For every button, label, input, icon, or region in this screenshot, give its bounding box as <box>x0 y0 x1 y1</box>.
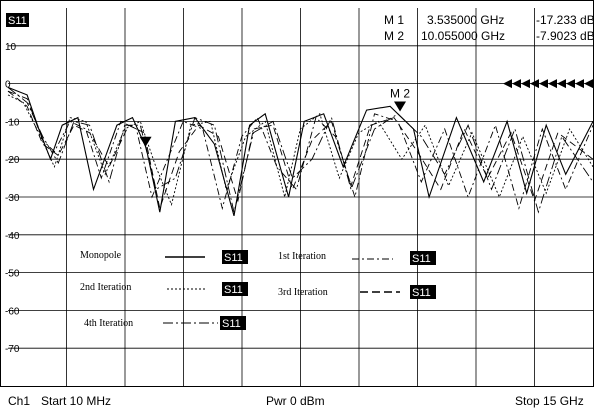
marker-2-value: -7.9023 dB <box>536 29 594 43</box>
reference-arrow <box>503 79 512 89</box>
marker-readout: M 1 3.535000 GHz -17.233 dB M 2 10.05500… <box>384 13 594 43</box>
y-tick-label: -10 <box>5 117 20 128</box>
trace-2nd-iteration <box>7 94 594 207</box>
y-tick-labels: 10 0 -10 -20 -30 -40 -50 -60 -70 <box>5 42 20 355</box>
trace-monopole <box>7 86 594 217</box>
legend-badge-4th-iteration-text: S11 <box>222 318 241 330</box>
y-tick-label: -50 <box>5 269 20 280</box>
legend-badge-1st-iteration <box>410 251 436 265</box>
y-tick-label: -60 <box>5 306 20 317</box>
y-tick-label: 0 <box>5 80 11 91</box>
marker-1-freq: 3.535000 GHz <box>427 13 504 27</box>
legend-label-4th-iteration: 4th Iteration <box>84 318 133 329</box>
reference-arrow <box>548 79 557 89</box>
channel-badge <box>6 13 29 27</box>
footer-stop: Stop 15 GHz <box>515 394 584 408</box>
reference-arrow <box>566 79 575 89</box>
y-tick-label: -30 <box>5 193 20 204</box>
footer-bar: Ch1 Start 10 MHz Pwr 0 dBm Stop 15 GHz <box>8 394 584 408</box>
legend-badge-monopole <box>222 250 248 264</box>
reference-arrow <box>584 79 593 89</box>
marker-1-label: M 1 <box>384 13 404 27</box>
trace-4th-iteration <box>7 87 594 214</box>
marker-2-freq: 10.055000 GHz <box>421 29 505 43</box>
marker-2-label: M 2 <box>384 29 404 43</box>
legend-label-2nd-iteration: 2nd Iteration <box>80 282 131 293</box>
legend-badge-monopole-text: S11 <box>224 252 243 264</box>
legend-badge-3rd-iteration <box>410 285 436 299</box>
legend-badge-1st-iteration-text: S11 <box>412 253 431 265</box>
legend-badge-4th-iteration <box>220 316 246 330</box>
legend-label-3rd-iteration: 3rd Iteration <box>278 287 328 298</box>
marker-symbols <box>139 101 407 147</box>
reference-arrow <box>530 79 539 89</box>
marker-1-value: -17.233 dB <box>536 13 594 27</box>
legend-label-monopole: Monopole <box>80 250 122 261</box>
reference-level-arrows <box>503 79 593 89</box>
reference-arrow <box>539 79 548 89</box>
marker-1-symbol <box>139 136 152 147</box>
y-tick-label: -70 <box>5 344 20 355</box>
marker-2-symbol <box>394 101 407 112</box>
grid <box>8 8 593 386</box>
footer-channel: Ch1 <box>8 394 30 408</box>
traces <box>7 86 594 217</box>
channel-badge-label: S11 <box>8 15 27 27</box>
reference-arrow <box>575 79 584 89</box>
marker-2-tag: M 2 <box>390 86 410 100</box>
y-tick-label: -40 <box>5 231 20 242</box>
reference-arrow <box>557 79 566 89</box>
footer-power: Pwr 0 dBm <box>266 394 325 408</box>
footer-start: Start 10 MHz <box>41 394 111 408</box>
legend-label-1st-iteration: 1st Iteration <box>278 251 326 262</box>
legend-badge-2nd-iteration-text: S11 <box>224 284 243 296</box>
y-tick-label: -20 <box>5 155 20 166</box>
legend-badge-2nd-iteration <box>222 282 248 296</box>
legend: Monopole S11 1st Iteration S11 2nd Itera… <box>80 250 436 330</box>
plot-frame <box>0 0 594 387</box>
trace-3rd-iteration <box>7 90 594 210</box>
legend-badge-3rd-iteration-text: S11 <box>412 287 431 299</box>
reference-arrow <box>512 79 521 89</box>
reference-arrow <box>521 79 530 89</box>
y-tick-label: 10 <box>5 42 17 53</box>
